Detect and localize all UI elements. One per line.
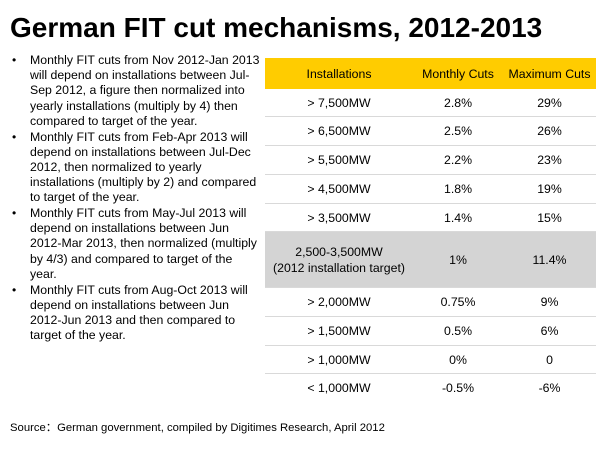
cell-monthly-cut: -0.5%	[441, 381, 475, 396]
cell-monthly-cut: 0.75%	[413, 287, 503, 317]
header-installations: Installations	[265, 58, 413, 89]
bullet-item: • Monthly FIT cuts from Nov 2012-Jan 201…	[6, 53, 260, 129]
cell-maximum-cut: 11.4%	[503, 231, 596, 289]
bullet-marker: •	[12, 206, 17, 221]
cell-maximum-cut: 9%	[503, 287, 596, 317]
page-title: German FIT cut mechanisms, 2012-2013	[10, 12, 543, 43]
cell-installations: > 1,500MW	[265, 316, 413, 346]
cell-installations: > 4,500MW	[265, 174, 413, 204]
cell-installations: > 3,500MW	[265, 203, 413, 233]
cell-installations: > 5,500MW	[265, 145, 413, 175]
cell-monthly-cut: 0%	[413, 345, 503, 375]
bullet-item: • Monthly FIT cuts from Aug-Oct 2013 wil…	[6, 283, 260, 344]
cell-installations: 2,500-3,500MW (2012 installation target)	[265, 231, 413, 289]
fit-cuts-table: Installations Monthly Cuts Maximum Cuts …	[265, 58, 596, 402]
cell-installations: > 2,000MW	[265, 287, 413, 317]
table-row: < 1,000MW -0.5% -6%	[265, 374, 596, 402]
cell-maximum-cut: 29%	[503, 89, 596, 118]
table-header-row: Installations Monthly Cuts Maximum Cuts	[265, 58, 596, 89]
table-row: > 1,000MW 0% 0	[265, 345, 596, 375]
table-row: > 4,500MW 1.8% 19%	[265, 174, 596, 204]
cell-maximum-cut: 0	[503, 345, 596, 375]
bullet-item: • Monthly FIT cuts from Feb-Apr 2013 wil…	[6, 130, 260, 206]
table-row: > 5,500MW 2.2% 23%	[265, 145, 596, 175]
source-note: Source：German government, compiled by Di…	[10, 422, 385, 434]
cell-monthly-cut: 0.5%	[413, 316, 503, 346]
cell-monthly-cut: 2.8%	[413, 89, 503, 118]
bullet-marker: •	[12, 282, 17, 297]
cell-maximum-cut: 26%	[503, 116, 596, 147]
cell-monthly-cut: 2.2%	[413, 145, 503, 175]
cell-installations: < 1,000MW	[307, 381, 371, 396]
table-row: > 6,500MW 2.5% 26%	[265, 116, 596, 147]
bullet-text: Monthly FIT cuts from Nov 2012-Jan 2013 …	[30, 53, 260, 128]
cell-maximum-cut: 23%	[503, 145, 596, 175]
cell-maximum-cut: 6%	[503, 316, 596, 346]
bullet-list: • Monthly FIT cuts from Nov 2012-Jan 201…	[6, 53, 260, 344]
cell-maximum-cut: -6%	[538, 381, 561, 396]
bullet-item: • Monthly FIT cuts from May-Jul 2013 wil…	[6, 206, 260, 282]
table-row: > 1,500MW 0.5% 6%	[265, 316, 596, 346]
bullet-text: Monthly FIT cuts from Feb-Apr 2013 will …	[30, 129, 257, 205]
cell-installations: > 6,500MW	[265, 116, 413, 147]
cell-monthly-cut: 2.5%	[413, 116, 503, 147]
header-monthly-cuts: Monthly Cuts	[413, 58, 503, 89]
table-row: > 2,000MW 0.75% 9%	[265, 287, 596, 317]
bullet-marker: •	[12, 129, 17, 144]
table-row-highlighted: 2,500-3,500MW (2012 installation target)…	[265, 231, 596, 289]
bullet-marker: •	[12, 53, 17, 67]
cell-installations: > 7,500MW	[265, 89, 413, 118]
cell-installations-range: 2,500-3,500MW	[295, 244, 383, 259]
bullet-text: Monthly FIT cuts from May-Jul 2013 will …	[30, 206, 257, 281]
cell-monthly-cut: 1%	[413, 231, 503, 289]
cell-installations: > 1,000MW	[265, 345, 413, 375]
cell-maximum-cut: 15%	[503, 203, 596, 233]
cell-monthly-cut: 1.8%	[413, 174, 503, 204]
bullet-text: Monthly FIT cuts from Aug-Oct 2013 will …	[30, 282, 248, 343]
header-maximum-cuts: Maximum Cuts	[503, 58, 596, 89]
cell-monthly-cut: 1.4%	[413, 203, 503, 233]
table-row: > 3,500MW 1.4% 15%	[265, 203, 596, 233]
table-row: > 7,500MW 2.8% 29%	[265, 89, 596, 118]
cell-installations-note: (2012 installation target)	[273, 260, 405, 275]
cell-maximum-cut: 19%	[503, 174, 596, 204]
